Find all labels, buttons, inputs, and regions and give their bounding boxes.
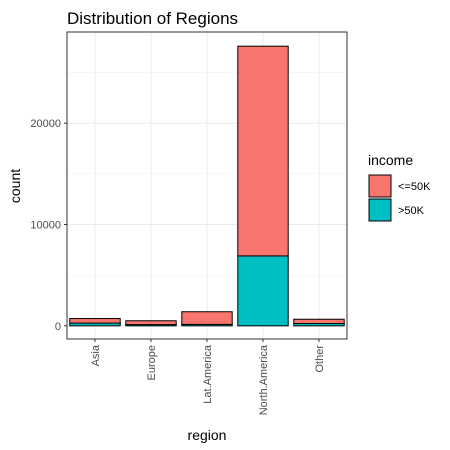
x-tick-label: North.America xyxy=(258,344,270,415)
bar-asia-low-income xyxy=(69,318,121,324)
legend-label: <=50K xyxy=(398,181,431,193)
x-tick-label: Asia xyxy=(90,344,102,366)
x-tick-label: Europe xyxy=(146,345,158,380)
legend-title: income xyxy=(368,152,413,168)
y-axis-title: count xyxy=(7,169,23,203)
legend-swatch xyxy=(368,198,392,222)
x-tick-label: Lat.America xyxy=(202,344,214,404)
y-axis: 0 10000 20000 xyxy=(30,118,67,333)
bar-north-america-low-income xyxy=(237,45,289,257)
x-axis-title: region xyxy=(188,427,227,443)
x-tick-label: Other xyxy=(314,345,326,373)
bar-lat-america-low-income xyxy=(181,311,233,325)
y-tick-label: 10000 xyxy=(30,220,61,232)
legend-label: >50K xyxy=(398,205,425,217)
legend: income <=50K >50K xyxy=(368,152,431,222)
bars xyxy=(69,45,345,327)
x-axis: Asia Europe Lat.America North.America Other xyxy=(90,339,326,415)
bar-north-america-high-income xyxy=(237,255,289,327)
legend-swatch xyxy=(368,174,392,198)
y-tick-label: 0 xyxy=(55,321,61,333)
bar-other-low-income xyxy=(293,318,345,324)
bar-europe-low-income xyxy=(125,320,177,326)
chart-title: Distribution of Regions xyxy=(67,9,238,28)
y-tick-label: 20000 xyxy=(30,118,61,130)
